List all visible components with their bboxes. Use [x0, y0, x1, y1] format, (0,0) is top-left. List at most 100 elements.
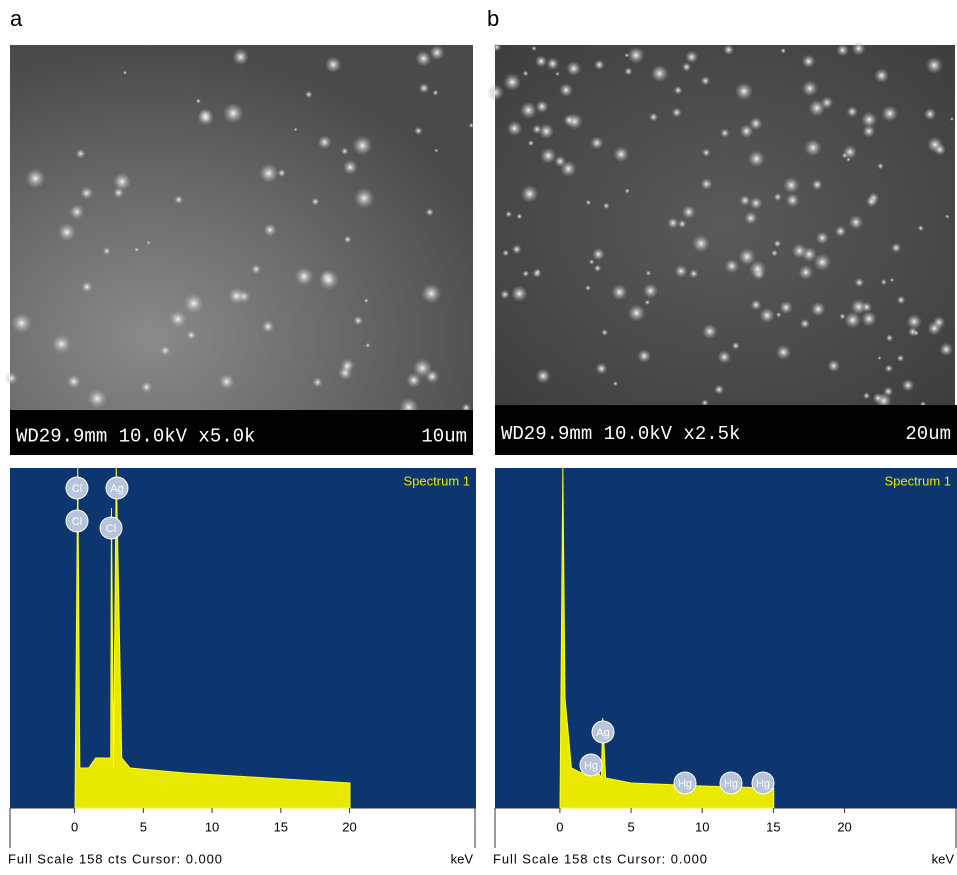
sem-particle	[426, 208, 434, 216]
sem-particle	[560, 161, 576, 177]
sem-particle	[627, 47, 644, 64]
sem-particle	[774, 240, 782, 248]
sem-particle	[785, 193, 799, 207]
sem-particle	[487, 84, 504, 101]
sem-particle	[113, 172, 132, 191]
sem-particle	[877, 163, 884, 170]
x-tick-label: 15	[274, 819, 288, 834]
sem-particle	[800, 319, 810, 329]
sem-particle	[434, 149, 438, 153]
sem-particle	[414, 127, 422, 135]
sem-particle	[196, 98, 201, 103]
sem-particle	[675, 265, 688, 278]
sem-particle	[835, 226, 847, 238]
sem-particle	[863, 392, 870, 399]
sem-particle	[720, 128, 729, 137]
sem-particle	[906, 314, 922, 330]
sem-particle	[218, 374, 234, 390]
sem-particle	[232, 49, 249, 66]
sem-particle	[197, 109, 214, 126]
sem-particle	[748, 150, 765, 167]
sem-particle	[881, 279, 887, 285]
sem-particle	[732, 342, 740, 350]
spectrum-footer: Full Scale 158 cts Cursor: 0.000	[493, 851, 707, 866]
sem-particle	[563, 114, 575, 126]
sem-particle	[590, 136, 603, 149]
sem-particle	[682, 62, 692, 72]
sem-particle	[294, 127, 298, 131]
sem-particle	[585, 200, 591, 206]
sem-info: WD29.9mm 10.0kV x2.5k	[501, 423, 740, 445]
sem-particle	[317, 135, 331, 149]
sem-particle	[311, 198, 319, 206]
sem-particle	[933, 316, 946, 329]
sem-particle	[566, 61, 581, 76]
sem-particle	[146, 240, 150, 244]
sem-particle	[520, 102, 537, 119]
sem-particle	[353, 316, 363, 326]
sem-particle	[511, 285, 528, 302]
sem-particle	[169, 310, 187, 328]
sem-particle	[505, 211, 512, 218]
sem-particle	[702, 324, 717, 339]
sem-particle	[637, 349, 651, 363]
x-tick-label: 5	[140, 819, 147, 834]
sem-particle	[594, 264, 602, 272]
sem-particle	[779, 301, 792, 314]
sem-particle	[783, 177, 799, 193]
sem-particle	[601, 329, 608, 336]
sem-particle	[667, 217, 679, 229]
sem-particle	[594, 59, 605, 70]
sem-particle	[776, 312, 782, 318]
sem-particle	[500, 290, 510, 300]
sem-particle	[113, 187, 124, 198]
sem-particle	[259, 163, 279, 183]
sem-particle	[744, 212, 757, 225]
sem-particle	[87, 388, 107, 408]
sem-particle	[701, 178, 713, 190]
sem-particle	[827, 359, 840, 372]
sem-particle	[80, 186, 93, 199]
sem-particle	[885, 364, 893, 372]
sem-particle	[134, 247, 139, 252]
sem-particle	[950, 117, 954, 121]
peak-label: Hg	[724, 778, 738, 790]
sem-particle	[540, 148, 556, 164]
sem-particle	[701, 76, 711, 86]
sem-particle	[528, 140, 534, 146]
panel-label: b	[487, 6, 499, 31]
sem-particle	[160, 345, 171, 356]
sem-particle	[759, 308, 774, 323]
peak-label: Ag	[596, 727, 609, 739]
sem-particle	[589, 259, 595, 265]
sem-particle	[674, 86, 683, 95]
sem-particle	[689, 269, 698, 278]
sem-image	[10, 45, 473, 410]
sem-particle	[531, 46, 537, 52]
sem-particle	[861, 302, 872, 313]
sem-particle	[816, 231, 829, 244]
x-tick-label: 10	[205, 819, 219, 834]
peak-label: Ag	[110, 483, 123, 495]
sem-particle	[886, 334, 893, 341]
sem-particle	[81, 281, 93, 293]
x-tick-label: 0	[556, 819, 563, 834]
sem-particle	[343, 160, 358, 175]
sem-particle	[646, 270, 652, 276]
sem-particle	[415, 50, 431, 66]
sem-particle	[692, 235, 710, 253]
sem-particle	[595, 362, 607, 374]
sem-particle	[625, 188, 630, 193]
sem-particle	[649, 113, 658, 122]
sem-particle	[603, 202, 610, 209]
sem-particle	[421, 283, 441, 303]
sem-particle	[749, 117, 763, 131]
peak-label: Hg	[584, 760, 598, 772]
sem-particle	[305, 91, 313, 99]
sem-particle	[628, 304, 646, 322]
panel-label: a	[10, 6, 23, 31]
sem-particle	[902, 379, 915, 392]
sem-particle	[802, 247, 817, 262]
sem-particle	[866, 196, 878, 208]
sem-particle	[25, 168, 45, 188]
